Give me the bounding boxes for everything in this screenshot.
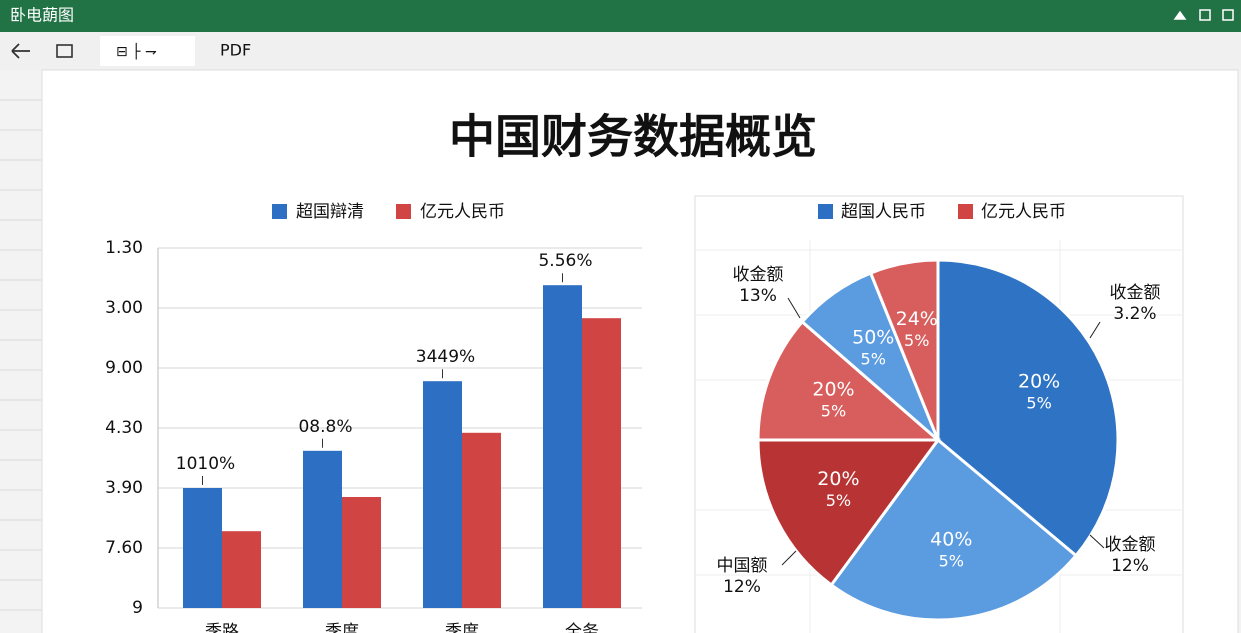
window-controls	[1173, 9, 1234, 21]
legend-label: 亿元人民币	[420, 202, 505, 222]
pie-slice	[936, 258, 1120, 558]
y-tick-label: 3.90	[105, 478, 143, 498]
bar	[183, 488, 222, 608]
page-title: 中国财务数据概览	[449, 110, 817, 164]
x-tick-label: 季度	[445, 622, 479, 633]
pie-slice	[829, 437, 1079, 622]
legend-label: 超国人民币	[841, 202, 926, 222]
slice-label: 5%	[826, 491, 851, 510]
x-tick-label: 全务	[565, 622, 599, 633]
slice-label: 24%	[896, 308, 938, 330]
slice-label: 5%	[861, 350, 886, 369]
annotation: 1010%	[176, 454, 235, 474]
y-tick-label: 1.30	[105, 238, 143, 258]
legend-swatch	[818, 204, 833, 219]
pie-annotation: 13%	[739, 286, 777, 306]
legend-swatch	[396, 204, 411, 219]
slice-label: 40%	[930, 528, 972, 550]
slice-label: 50%	[852, 327, 894, 349]
toolbar-glyph: ⊟ ├ ⇁	[116, 42, 157, 60]
bar	[582, 318, 621, 608]
y-tick-label: 3.00	[105, 298, 143, 318]
bar	[303, 450, 342, 608]
annotation: 3449%	[416, 347, 475, 367]
leader-line	[1089, 534, 1105, 549]
annotation: 08.8%	[298, 417, 352, 437]
slice-label: 5%	[904, 331, 929, 350]
pie-annotation: 收金额	[1105, 535, 1156, 555]
legend-swatch	[272, 204, 287, 219]
leader-line	[1089, 321, 1101, 339]
bar	[462, 432, 501, 608]
pie-annotation: 12%	[1111, 556, 1149, 576]
slice-label: 20%	[812, 378, 854, 400]
bar	[543, 285, 582, 608]
slice-label: 5%	[939, 551, 964, 570]
toolbar-icon[interactable]	[56, 44, 73, 58]
toolbar-tab[interactable]	[100, 36, 195, 66]
sheet-rows	[0, 99, 42, 611]
legend-label: 超国辯清	[296, 202, 364, 222]
y-tick-label: 9	[132, 598, 143, 618]
title-bar	[0, 0, 1241, 32]
pie-annotation: 中国额	[717, 556, 768, 576]
annotation: 5.56%	[538, 251, 592, 271]
bar	[342, 497, 381, 608]
back-button[interactable]	[11, 43, 30, 59]
window-title: 卧电蓢图	[10, 6, 74, 25]
bar	[423, 381, 462, 608]
x-tick-label: 季度	[325, 622, 359, 633]
x-tick-label: 季路	[205, 622, 239, 633]
slice-label: 5%	[821, 401, 846, 420]
legend-swatch	[958, 204, 973, 219]
pie-slice	[868, 258, 940, 441]
pie-annotation: 12%	[723, 577, 761, 597]
pie-annotation: 3.2%	[1113, 304, 1156, 324]
toolbar-pdf[interactable]: PDF	[220, 41, 251, 60]
slice-label: 20%	[817, 468, 859, 490]
leader-line	[787, 297, 801, 319]
slice-label: 5%	[1026, 393, 1051, 412]
pie-slice	[756, 319, 943, 442]
y-tick-label: 4.30	[105, 418, 143, 438]
leader-line	[781, 550, 797, 566]
y-tick-label: 7.60	[105, 538, 143, 558]
pie-annotation: 收金额	[1110, 283, 1161, 303]
pie-annotation: 收金额	[733, 265, 784, 285]
y-tick-label: 9.00	[105, 358, 143, 378]
bar	[222, 531, 261, 608]
legend-label: 亿元人民币	[981, 202, 1066, 222]
toolbar	[0, 32, 1241, 70]
slice-label: 20%	[1018, 370, 1060, 392]
pie-slice	[756, 438, 941, 588]
